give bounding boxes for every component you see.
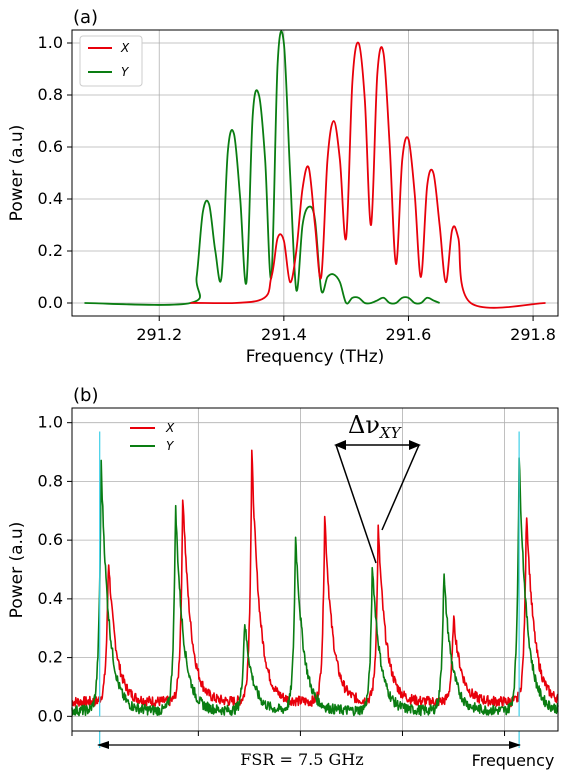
panel-b-legend-y-label: Y: [166, 439, 175, 453]
delta-nu-leader-right: [381, 444, 420, 531]
delta-nu-annotation: ΔνXY: [334, 411, 421, 564]
panel-a-xtick-label: 291.2: [136, 325, 182, 344]
panel-a-series-x-line: [190, 41, 546, 309]
panel-b-series-x-line: [71, 449, 559, 708]
panel-b-series-y-line: [71, 457, 559, 717]
panel-a-ytick-label: 0.0: [38, 293, 63, 312]
panel-a-legend-x-label: X: [120, 41, 130, 55]
panel-a-xtick-label: 291.4: [261, 325, 307, 344]
panel-b-ytick-label: 0.2: [38, 648, 63, 667]
panel-a-ytick-label: 0.4: [38, 189, 63, 208]
panel-a-xtick-label: 291.8: [510, 325, 556, 344]
panel-b-legend: X Y: [130, 421, 175, 453]
delta-nu-symbol: Δν: [348, 411, 380, 439]
delta-nu-subscript: XY: [379, 424, 403, 442]
panel-a-ylabel: Power (a.u): [7, 125, 27, 222]
panel-a-series: [84, 30, 546, 309]
panel-a-ticks: 291.2 291.4 291.6 291.8 0.0 0.2 0.4 0.6 0.8 1.0: [38, 33, 556, 344]
panel-a-legend-box: [79, 35, 143, 87]
delta-nu-leader-left: [335, 444, 377, 564]
panel-b-legend-x-label: X: [165, 421, 175, 435]
fsr-arrowhead-left: [97, 741, 109, 749]
delta-nu-arrowhead-left: [334, 440, 346, 450]
panel-b-frame: [71, 407, 559, 732]
panel-b-ticks: 0.0 0.2 0.4 0.6 0.8 1.0: [38, 413, 506, 736]
fsr-arrowhead-right: [509, 741, 521, 749]
panel-a-series-y-line: [84, 30, 440, 306]
panel-a-frame: [71, 29, 559, 317]
panel-b-ytick-label: 0.0: [38, 706, 63, 725]
fsr-annotation: FSR = 7.5 GHz Frequency: [97, 741, 554, 770]
panel-b-ytick-label: 0.6: [38, 530, 63, 549]
panel-b-label: (b): [73, 385, 98, 406]
panel-a-ytick-label: 0.8: [38, 85, 63, 104]
panel-a-ytick-label: 0.6: [38, 137, 63, 156]
panel-a: (a) 291.2 291.4 291.6 291.8 0.0 0.2 0.4 0.6 0.8 1…: [7, 7, 559, 367]
panel-a-ytick-label: 0.2: [38, 241, 63, 260]
delta-nu-label: ΔνXY: [348, 411, 403, 442]
panel-b-grid: [71, 408, 558, 731]
panel-a-xlabel: Frequency (THz): [246, 347, 385, 367]
panel-b-ytick-label: 1.0: [38, 413, 63, 432]
panel-a-label: (a): [73, 7, 98, 28]
panel-b-xlabel: Frequency: [472, 751, 555, 770]
panel-b: (b) 0.0 0.2 0.4 0.6 0.8 1.0 Power (a.u) X Y Δ…: [7, 385, 559, 770]
panel-b-ytick-label: 0.8: [38, 471, 63, 490]
delta-nu-arrowhead-right: [409, 440, 421, 450]
panel-a-ytick-label: 1.0: [38, 33, 63, 52]
panel-a-legend: X Y: [79, 35, 143, 87]
panel-a-legend-y-label: Y: [121, 65, 130, 79]
panel-a-grid: [72, 30, 558, 316]
panel-b-series: [71, 431, 559, 748]
panel-a-xtick-label: 291.6: [386, 325, 432, 344]
panel-b-ylabel: Power (a.u): [7, 522, 27, 619]
panel-b-ytick-label: 0.4: [38, 589, 63, 608]
fsr-label: FSR = 7.5 GHz: [240, 750, 363, 769]
